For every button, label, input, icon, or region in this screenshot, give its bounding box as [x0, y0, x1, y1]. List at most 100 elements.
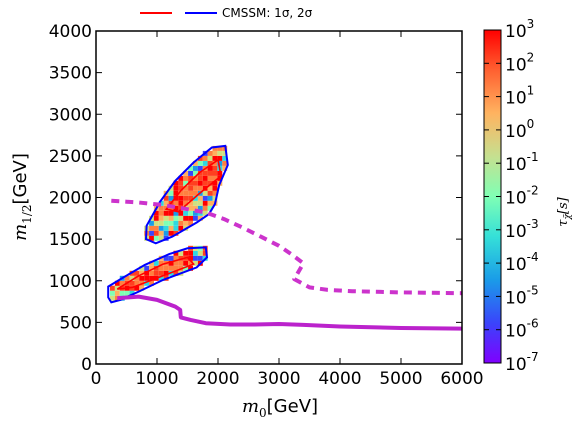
heatmap-cell: [178, 210, 184, 216]
heatmap-cell: [207, 150, 213, 156]
colorbar-label: τχ̃[s]: [556, 196, 573, 226]
heatmap-cell: [178, 255, 184, 261]
heatmap-cell: [183, 260, 189, 266]
heatmap-cell: [158, 260, 164, 266]
heatmap-cell: [207, 170, 213, 176]
heatmap-cell: [212, 160, 218, 166]
heatmap-cell: [222, 160, 228, 166]
heatmap-cell: [207, 185, 213, 191]
heatmap-cell: [193, 175, 198, 181]
heatmap-cell: [139, 270, 145, 276]
colorbar-tick-label: 10-1: [505, 150, 539, 175]
heatmap-cell: [212, 185, 218, 191]
heatmap-cell: [173, 265, 179, 271]
heatmap-cell: [183, 200, 189, 206]
colorbar-tick-label: 100: [505, 117, 534, 142]
heatmap-cell: [183, 190, 189, 196]
heatmap-cell: [173, 210, 179, 216]
heatmap-cell: [163, 230, 169, 236]
heatmap-cell: [173, 205, 179, 211]
heatmap-cell: [207, 160, 213, 166]
heatmap-cell: [217, 175, 223, 181]
heatmap-cell: [193, 215, 198, 221]
colorbar-tick-label: 103: [505, 17, 534, 42]
heatmap-cell: [188, 265, 193, 271]
plot-area: 0 1000 2000 3000 4000 5000 6000 0 500 1000 1500 200…: [49, 22, 484, 389]
heatmap-cell: [188, 180, 193, 186]
heatmap-cell: [202, 210, 208, 216]
heatmap-cell: [193, 250, 198, 256]
heatmap-cell: [202, 200, 208, 206]
heatmap-cell: [178, 175, 184, 181]
colorbar-tick-label: 101: [505, 84, 534, 109]
x-tick-label: 4000: [318, 369, 361, 389]
heatmap-cell: [168, 210, 174, 216]
heatmap-cell: [188, 195, 193, 201]
axis-ticks: 0 1000 2000 3000 4000 5000 6000 0 500 1000 1500 200…: [49, 22, 484, 389]
heatmap-cell: [153, 215, 159, 221]
heatmap-cell: [173, 195, 179, 201]
heatmap-cell: [193, 170, 198, 176]
heatmap-cell: [173, 250, 179, 256]
heatmap-cell: [158, 265, 164, 271]
heatmap-cell: [188, 210, 193, 216]
heatmap-cell: [153, 225, 159, 231]
heatmap-cell: [207, 165, 213, 171]
heatmap-cell: [197, 195, 203, 201]
heatmap-cell: [212, 145, 218, 151]
heatmap-cell: [110, 285, 115, 291]
heatmap-cell: [178, 180, 184, 186]
heatmap-cell: [153, 210, 159, 216]
heatmap-cell: [144, 275, 150, 281]
heatmap-cell: [183, 210, 189, 216]
colorbar-ticks: 103 102 101 100 10-1 10-2 10-3 10-4 10-5 10-6 10-7: [484, 17, 539, 375]
heatmap-cell: [129, 275, 135, 281]
heatmap-cell: [168, 230, 174, 236]
heatmap-cell: [197, 185, 203, 191]
heatmap-cell: [183, 265, 189, 271]
heatmap-cell: [173, 190, 179, 196]
heatmap-cell: [168, 255, 174, 261]
heatmap-cell: [183, 175, 189, 181]
heatmap-cell: [202, 175, 208, 181]
heatmap-cell: [202, 190, 208, 196]
heatmap-cell: [158, 225, 164, 231]
x-axis-label: m0[GeV]: [242, 396, 318, 420]
heatmap-cell: [178, 185, 184, 191]
heatmap-cell: [197, 180, 203, 186]
limit-curve-dashed: [111, 198, 463, 296]
heatmap-cell: [188, 215, 193, 221]
y-tick-label: 3500: [49, 64, 92, 84]
heatmap-cell: [202, 170, 208, 176]
heatmap-cell: [222, 150, 228, 156]
limit-curve-solid: [117, 294, 463, 331]
heatmap-cell: [212, 150, 218, 156]
heatmap-cell: [134, 285, 140, 291]
heatmap-cell: [168, 225, 174, 231]
heatmap-cell: [168, 190, 174, 196]
heatmap-cell: [197, 255, 203, 261]
heatmap-cell: [212, 195, 218, 201]
heatmap-cell: [153, 260, 159, 266]
heatmap-cell: [178, 250, 184, 256]
heatmap-cell: [212, 165, 218, 171]
heatmap-cell: [129, 290, 135, 296]
y-tick-label: 2000: [49, 189, 92, 209]
y-tick-label: 500: [60, 313, 92, 333]
legend: CMSSM: 1σ, 2σ: [140, 6, 313, 20]
heatmap-cell: [144, 270, 150, 276]
heatmap-cell: [207, 180, 213, 186]
heatmap-cell: [183, 215, 189, 221]
heatmap-cell: [188, 220, 193, 226]
heatmap-cell: [178, 260, 184, 266]
heatmap-cell: [158, 275, 164, 281]
heatmap-cell: [149, 225, 154, 231]
heatmap-cell: [144, 280, 150, 286]
heatmap-cell: [197, 155, 203, 161]
y-tick-label: 0: [81, 355, 92, 375]
heatmap-cell: [188, 190, 193, 196]
heatmap-cell: [149, 220, 154, 226]
heatmap-cell: [183, 180, 189, 186]
heatmap-cell: [149, 235, 154, 241]
